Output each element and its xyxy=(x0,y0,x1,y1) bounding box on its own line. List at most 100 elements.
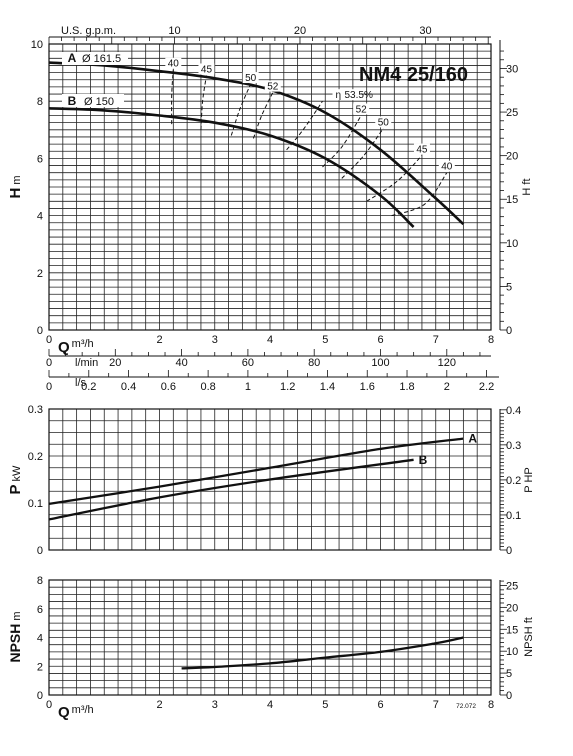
npsh-x-tick-label: 0 xyxy=(46,699,52,711)
ls-tick-label: 1.6 xyxy=(360,381,375,393)
npsh-y-tick-label: 0 xyxy=(37,690,43,702)
head-y-tick-label: 2 xyxy=(37,268,43,280)
ls-tick-label: 0.4 xyxy=(121,381,136,393)
curve-diameter-A: Ø 161.5 xyxy=(82,53,121,65)
lmin-tick-label: 60 xyxy=(242,357,254,369)
efficiency-label: 53.5% xyxy=(344,90,372,101)
panel-frames xyxy=(48,36,507,696)
efficiency-label-bg xyxy=(332,89,361,101)
head-ft-tick-label: 20 xyxy=(506,151,518,163)
npsh-frame xyxy=(48,579,492,696)
head-axis-label: Hm xyxy=(7,175,24,198)
power-curve-name-A: A xyxy=(468,432,477,446)
head-y-tick-label: 4 xyxy=(37,211,43,223)
power-curve-B xyxy=(48,458,414,521)
grid-lines xyxy=(49,44,491,695)
curve-name-B: B xyxy=(68,94,77,108)
npsh-curve xyxy=(181,636,464,670)
curve-label-bg xyxy=(62,94,124,107)
lmin-tick-zero: 0 xyxy=(46,357,52,369)
efficiency-label: 45 xyxy=(201,64,213,75)
efficiency-label-bg xyxy=(264,80,281,92)
npsh-x-tick-label: 3 xyxy=(212,699,218,711)
lmin-tick-label: 120 xyxy=(438,357,456,369)
head-ft-tick-label: 30 xyxy=(506,63,518,75)
efficiency-label: 45 xyxy=(416,145,428,156)
ls-tick-label: 1.2 xyxy=(280,381,295,393)
power-y-tick-label: 0 xyxy=(37,545,43,557)
power-curve-name-B: B xyxy=(419,453,428,467)
efficiency-label-bg xyxy=(198,63,215,75)
head-frame xyxy=(48,43,492,331)
efficiency-label-bg xyxy=(242,72,259,84)
npsh-ft-tick-label: 25 xyxy=(506,580,518,592)
power-y-tick-label: 0.2 xyxy=(28,451,43,463)
head-ft-tick-label: 25 xyxy=(506,107,518,119)
head-x-tick-label: 3 xyxy=(212,334,218,346)
npsh-x-tick-label: 8 xyxy=(488,699,494,711)
npsh-x-tick-label: 6 xyxy=(377,699,383,711)
power-y-tick-label: 0.3 xyxy=(28,404,43,416)
efficiency-label: 50 xyxy=(378,117,390,128)
efficiency-line xyxy=(200,75,207,130)
curve-name-A: A xyxy=(68,51,77,65)
head-x-tick-label: 8 xyxy=(488,334,494,346)
efficiency-label: 50 xyxy=(245,73,257,84)
ls-tick-label: 0.6 xyxy=(161,381,176,393)
lmin-tick-label: 40 xyxy=(175,357,187,369)
ls-tick-label: 0.8 xyxy=(200,381,215,393)
npsh-ft-axis-label: NPSH ft xyxy=(523,617,535,657)
head-ft-tick-label: 10 xyxy=(506,238,518,250)
efficiency-line xyxy=(391,172,448,217)
efficiency-line xyxy=(341,128,384,179)
head-ft-tick-label: 15 xyxy=(506,194,518,206)
npsh-ft-tick-label: 20 xyxy=(506,602,518,614)
model-title: NM4 25/160 xyxy=(359,64,468,86)
power-axis-label: PkW xyxy=(7,465,24,495)
power-hp-tick-label: 0.4 xyxy=(506,405,521,417)
npsh-x-tick-label: 2 xyxy=(156,699,162,711)
head-x-tick-label: 2 xyxy=(156,334,162,346)
head-x-tick-label: 5 xyxy=(322,334,328,346)
power-frame xyxy=(48,408,492,551)
efficiency-line xyxy=(322,115,362,168)
head-x-tick-label: 4 xyxy=(267,334,273,346)
head-x-tick-label: 0 xyxy=(46,334,52,346)
power-hp-tick-label: 0.2 xyxy=(506,475,521,487)
curve-label-bg xyxy=(62,52,128,65)
efficiency-line xyxy=(366,155,423,202)
lmin-tick-label: 80 xyxy=(308,357,320,369)
head-y-tick-label: 10 xyxy=(31,39,43,51)
power-hp-tick-label: 0 xyxy=(506,545,512,557)
efficiency-label-bg xyxy=(353,103,370,115)
head-y-tick-label: 0 xyxy=(37,325,43,337)
head-y-tick-label: 6 xyxy=(37,153,43,165)
ls-axis-label: l/s xyxy=(75,377,87,389)
efficiency-label-bg xyxy=(165,57,182,69)
ls-tick-label: 2.2 xyxy=(479,381,494,393)
head-y-tick-label: 8 xyxy=(37,96,43,108)
ls-tick-label: 1.8 xyxy=(399,381,414,393)
npsh-ft-tick-label: 15 xyxy=(506,624,518,636)
gpm-tick-label: 30 xyxy=(419,25,431,37)
ls-tick-label: 1 xyxy=(245,381,251,393)
gpm-tick-label: 20 xyxy=(294,25,306,37)
efficiency-line xyxy=(171,69,174,125)
lmin-tick-label: 100 xyxy=(371,357,389,369)
gpm-tick-label: 10 xyxy=(168,25,180,37)
efficiency-label: 52 xyxy=(267,82,279,93)
power-hp-tick-label: 0.1 xyxy=(506,510,521,522)
npsh-axis-label: NPSHm xyxy=(7,611,23,662)
efficiency-label-bg xyxy=(413,143,430,155)
npsh-ft-tick-label: 5 xyxy=(506,668,512,680)
efficiency-line xyxy=(286,100,323,151)
npsh-y-tick-label: 2 xyxy=(37,661,43,673)
efficiency-line xyxy=(230,83,252,136)
ls-tick-label: 0.2 xyxy=(81,381,96,393)
curve-diameter-B: Ø 150 xyxy=(84,96,114,108)
head-x-tick-label: 6 xyxy=(377,334,383,346)
lmin-axis-label: l/min xyxy=(75,357,98,369)
head-curve-B xyxy=(48,107,415,228)
